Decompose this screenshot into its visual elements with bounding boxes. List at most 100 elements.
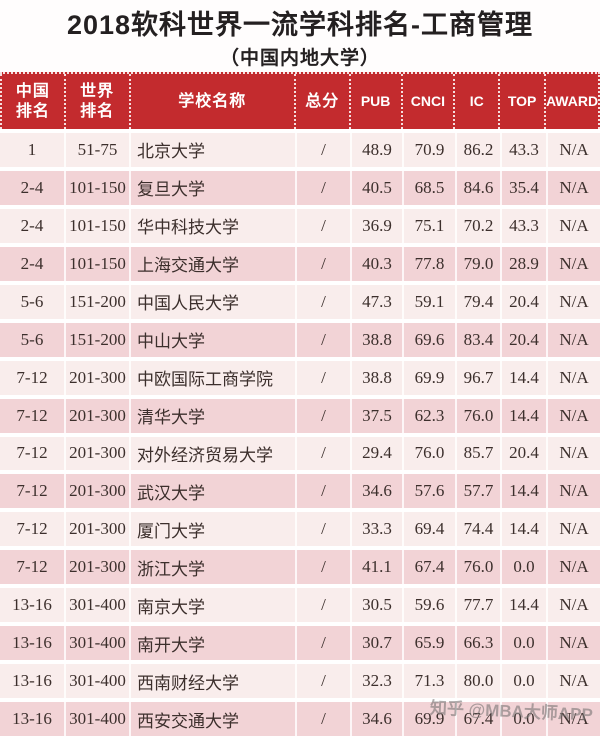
cell-award: N/A [546, 512, 600, 547]
cell-top: 28.9 [500, 246, 546, 281]
cell-cnci: 68.5 [402, 170, 455, 205]
cell-ic: 74.4 [455, 512, 500, 547]
header-cell-award: AWARD [544, 74, 598, 129]
cell-ic: 77.7 [455, 588, 500, 623]
cell-award: N/A [546, 436, 600, 471]
cell-pub: 38.8 [350, 322, 402, 357]
cell-cnci: 69.9 [402, 702, 455, 736]
header-cell-label: 总分 [305, 92, 340, 110]
cell-school: 西南财经大学 [129, 664, 295, 699]
cell-school: 武汉大学 [129, 474, 295, 509]
cell-total: / [295, 170, 350, 205]
cell-pub: 32.3 [350, 664, 402, 699]
cell-ic: 57.7 [455, 474, 500, 509]
cell-total: / [295, 512, 350, 547]
cell-pub: 37.5 [350, 398, 402, 433]
cell-cn-rank: 1 [27, 139, 37, 159]
cell-total: / [295, 246, 350, 281]
cell-pub: 34.6 [350, 474, 402, 509]
cell-cnci: 69.6 [402, 322, 455, 357]
header-cell-cn-rank: 中国 排名 [0, 74, 64, 129]
cell-award: N/A [546, 208, 600, 243]
cell-school: 中山大学 [129, 322, 295, 357]
table-row: 13-16 301-400 西南财经大学/32.3 71.3 80.0 0.0 N/A [0, 660, 600, 699]
cell-school: 厦门大学 [129, 512, 295, 547]
cell-pub: 30.5 [350, 588, 402, 623]
header-cell-label: 世界 [80, 82, 115, 100]
header-cell-label: 排名 [80, 102, 115, 120]
cell-cn-rank: 13-16 [12, 671, 52, 691]
cell-cn-rank: 13-16 [12, 633, 52, 653]
header-cell-label: 排名 [15, 102, 50, 120]
cell-top: 0.0 [500, 550, 546, 585]
cell-world-rank: 201-300 [64, 474, 129, 509]
cell-world-rank: 301-400 [64, 588, 129, 623]
cell-ic: 86.2 [455, 133, 500, 167]
cell-top: 20.4 [500, 436, 546, 471]
page-subtitle: （中国内地大学） [219, 48, 380, 70]
cell-ic: 79.0 [455, 246, 500, 281]
cell-world-rank: 51-75 [64, 133, 129, 167]
cell-school: 中欧国际工商学院 [129, 360, 295, 395]
cell-cnci: 77.8 [402, 246, 455, 281]
cell-cnci: 62.3 [402, 398, 455, 433]
cell-award: N/A [546, 550, 600, 585]
table-header-row: 中国 排名 世界 排名 学校名称 总分 PUB CNCI IC TOP AWARD [0, 72, 600, 129]
table-row: 2-4 101-150 复旦大学/40.5 68.5 84.6 35.4 N/A [0, 166, 600, 205]
cell-award: N/A [546, 133, 600, 167]
cell-school: 清华大学 [129, 398, 295, 433]
cell-top: 14.4 [500, 360, 546, 395]
header-cell-label: TOP [507, 92, 537, 109]
cell-top: 14.4 [500, 474, 546, 509]
cell-cn-rank: 7-12 [16, 557, 48, 577]
cell-ic: 79.4 [455, 284, 500, 319]
cell-world-rank: 151-200 [64, 322, 129, 357]
cell-total: / [295, 626, 350, 661]
cell-pub: 38.8 [350, 360, 402, 395]
header-cell-ic: IC [453, 74, 498, 129]
table-row: 7-12 201-300 武汉大学/34.6 57.6 57.7 14.4 N/A [0, 470, 600, 509]
cell-world-rank: 201-300 [64, 398, 129, 433]
cell-total: / [295, 436, 350, 471]
table-body: 1 51-75 北京大学/48.9 70.9 86.2 43.3 N/A 2-4 101-150… [0, 129, 600, 736]
header-cell-label: IC [469, 92, 484, 109]
cell-ic: 83.4 [455, 322, 500, 357]
cell-pub: 36.9 [350, 208, 402, 243]
cell-award: N/A [546, 322, 600, 357]
cell-top: 43.3 [500, 133, 546, 167]
cell-school: 南京大学 [129, 588, 295, 623]
table-row: 13-16 301-400 西安交通大学/34.6 69.9 67.4 0.0 N/A [0, 698, 600, 736]
header-cell-world-rank: 世界 排名 [63, 74, 129, 129]
header-cell-pub: PUB [348, 74, 401, 129]
cell-total: / [295, 398, 350, 433]
cell-school: 复旦大学 [129, 170, 295, 205]
cell-school: 北京大学 [129, 133, 295, 167]
cell-ic: 84.6 [455, 170, 500, 205]
cell-cnci: 65.9 [402, 626, 455, 661]
cell-world-rank: 301-400 [64, 702, 129, 736]
table-row: 7-12 201-300 中欧国际工商学院/38.8 69.9 96.7 14.4 N/A [0, 356, 600, 395]
header-cell-label: 中国 [15, 82, 50, 100]
cell-cn-rank: 5-6 [20, 329, 44, 349]
cell-ic: 66.3 [455, 626, 500, 661]
cell-cn-rank: 2-4 [20, 253, 44, 273]
cell-cnci: 70.9 [402, 133, 455, 167]
cell-top: 20.4 [500, 284, 546, 319]
cell-top: 43.3 [500, 208, 546, 243]
cell-school: 西安交通大学 [129, 702, 295, 736]
cell-top: 14.4 [500, 398, 546, 433]
cell-total: / [295, 588, 350, 623]
cell-top: 14.4 [500, 588, 546, 623]
cell-world-rank: 201-300 [64, 512, 129, 547]
cell-cnci: 76.0 [402, 436, 455, 471]
cell-cnci: 57.6 [402, 474, 455, 509]
table-row: 7-12 201-300 对外经济贸易大学/29.4 76.0 85.7 20.4 N/A [0, 432, 600, 471]
cell-total: / [295, 322, 350, 357]
cell-pub: 40.3 [350, 246, 402, 281]
cell-ic: 70.2 [455, 208, 500, 243]
table-row: 5-6 151-200 中山大学/38.8 69.6 83.4 20.4 N/A [0, 318, 600, 357]
cell-pub: 33.3 [350, 512, 402, 547]
cell-school: 南开大学 [129, 626, 295, 661]
cell-pub: 41.1 [350, 550, 402, 585]
header-cell-label: CNCI [410, 92, 446, 109]
